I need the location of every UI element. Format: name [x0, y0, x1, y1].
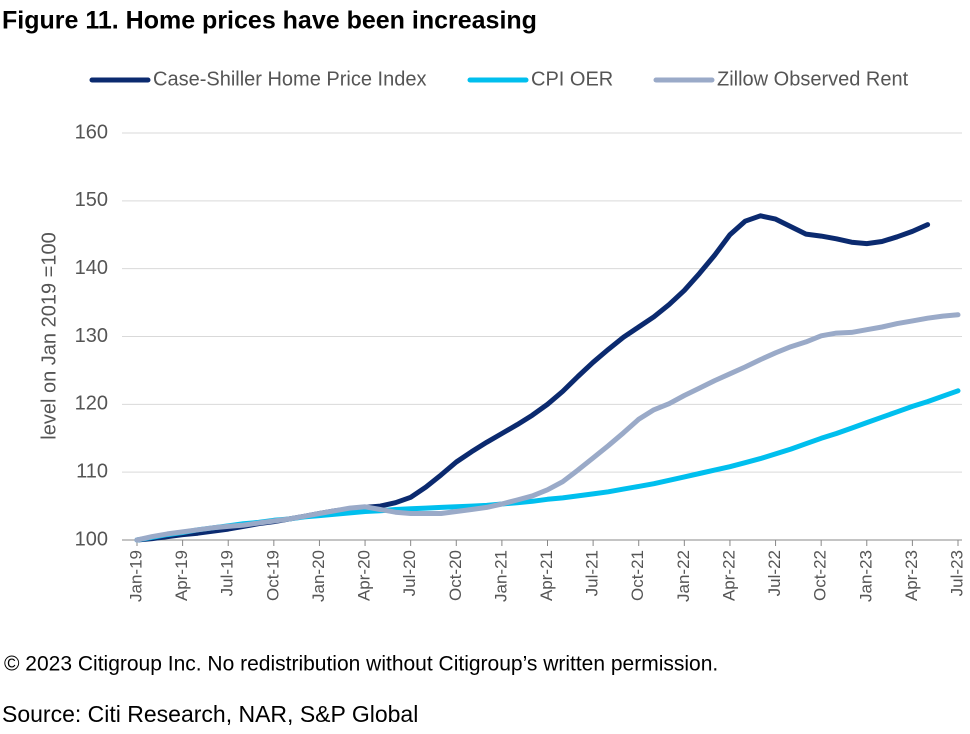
x-tick-label: Jan-23: [856, 550, 875, 602]
x-tick-label: Jan-21: [491, 550, 510, 602]
x-tick-label: Apr-22: [719, 550, 738, 601]
source: Source: Citi Research, NAR, S&P Global: [2, 701, 418, 727]
y-tick-label: 130: [75, 325, 108, 347]
x-tick-label: Jul-19: [218, 550, 237, 596]
copyright: © 2023 Citigroup Inc. No redistribution …: [4, 653, 718, 676]
x-tick-label: Jul-20: [400, 550, 419, 596]
x-tick-label: Apr-19: [172, 550, 191, 601]
y-tick-label: 160: [75, 121, 108, 143]
x-tick-label: Jan-20: [309, 550, 328, 602]
x-tick-label: Jan-22: [674, 550, 693, 602]
series-line: [134, 388, 961, 543]
x-tick-label: Oct-22: [811, 550, 830, 601]
y-tick-label: 110: [76, 460, 108, 482]
x-tick-label: Oct-19: [263, 550, 282, 601]
legend-label: Zillow Observed Rent: [717, 68, 909, 90]
y-tick-label: 140: [75, 257, 108, 279]
legend-label: Case-Shiller Home Price Index: [153, 68, 426, 90]
x-tick-label: Apr-20: [355, 550, 374, 601]
x-tick-label: Jul-23: [947, 550, 966, 596]
x-tick-label: Apr-21: [537, 550, 556, 601]
x-tick-label: Oct-20: [446, 550, 465, 601]
x-tick-label: Jul-22: [765, 550, 784, 596]
series-line: [134, 312, 961, 543]
x-tick-label: Jan-19: [126, 550, 145, 602]
x-tick-label: Apr-23: [902, 550, 921, 601]
y-tick-label: 150: [75, 189, 108, 211]
series-line: [134, 213, 931, 543]
y-axis-label: level on Jan 2019 =100: [38, 232, 60, 439]
x-tick-label: Oct-21: [628, 550, 647, 601]
y-tick-label: 120: [75, 393, 108, 415]
y-tick-label: 100: [75, 528, 108, 550]
legend-label: CPI OER: [531, 68, 613, 90]
x-tick-label: Jul-21: [583, 550, 602, 596]
chart-title: Figure 11. Home prices have been increas…: [2, 7, 537, 35]
